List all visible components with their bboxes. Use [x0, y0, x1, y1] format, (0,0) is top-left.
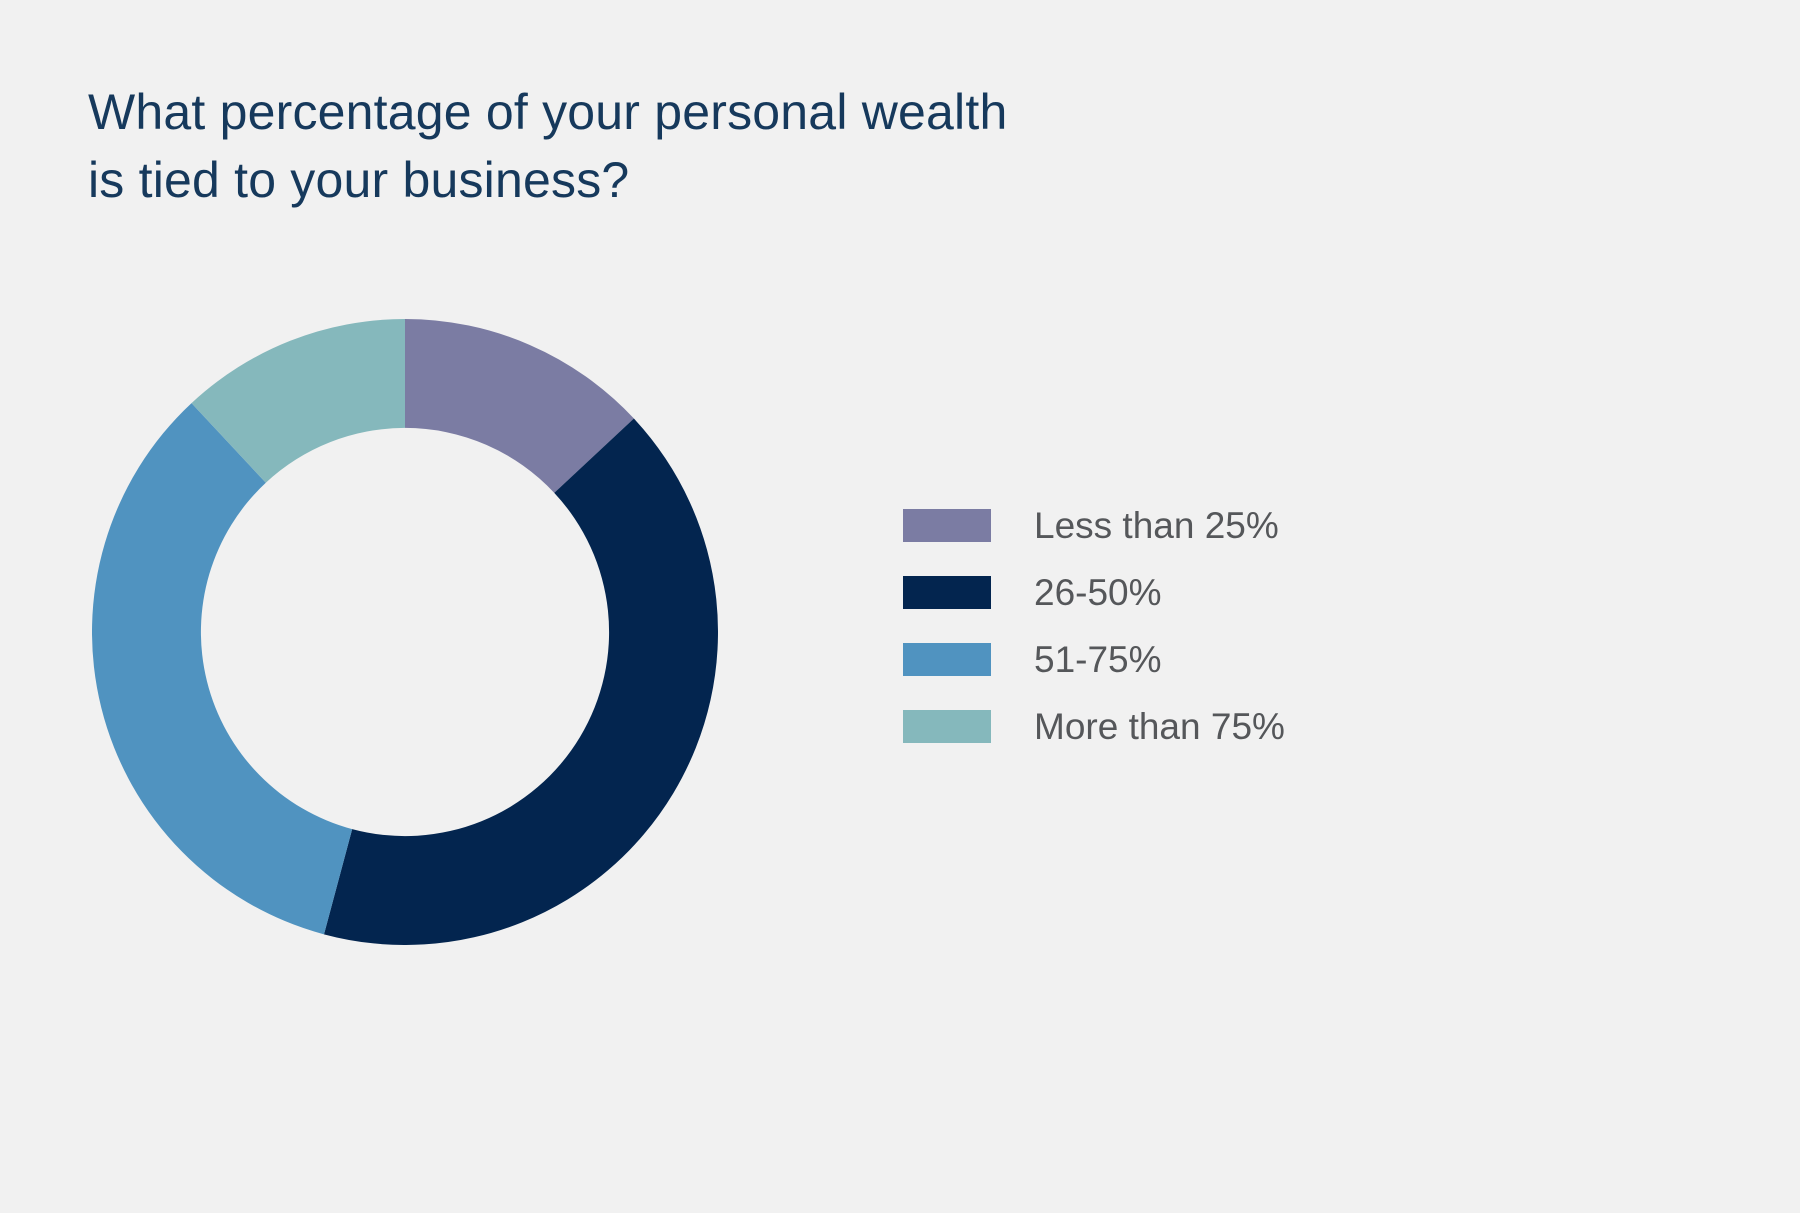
legend-item-26-50[interactable]: 26-50%	[903, 559, 1423, 626]
legend-item-label: 26-50%	[1034, 572, 1162, 613]
legend-swatch-icon	[903, 509, 991, 542]
legend-item-51-75[interactable]: 51-75%	[903, 626, 1423, 693]
donut-chart	[92, 319, 718, 945]
donut-slice[interactable]	[323, 418, 718, 945]
legend-item-less-than-25[interactable]: Less than 25%	[903, 492, 1423, 559]
chart-legend: Less than 25% 26-50% 51-75% More than 75…	[903, 492, 1423, 760]
donut-slice[interactable]	[405, 319, 634, 493]
donut-slice[interactable]	[191, 319, 405, 483]
legend-swatch-icon	[903, 576, 991, 609]
legend-item-more-than-75[interactable]: More than 75%	[903, 693, 1423, 760]
page-title-line-1: What percentage of your personal wealth	[88, 84, 1008, 140]
donut-slice[interactable]	[92, 403, 353, 935]
chart-title: What percentage of your personal wealth …	[88, 78, 1088, 214]
page-title-line-2: is tied to your business?	[88, 152, 630, 208]
donut-chart-svg	[92, 319, 718, 945]
legend-item-label: 51-75%	[1034, 639, 1162, 680]
legend-item-label: Less than 25%	[1034, 505, 1279, 546]
legend-swatch-icon	[903, 710, 991, 743]
legend-item-label: More than 75%	[1034, 706, 1285, 747]
legend-swatch-icon	[903, 643, 991, 676]
